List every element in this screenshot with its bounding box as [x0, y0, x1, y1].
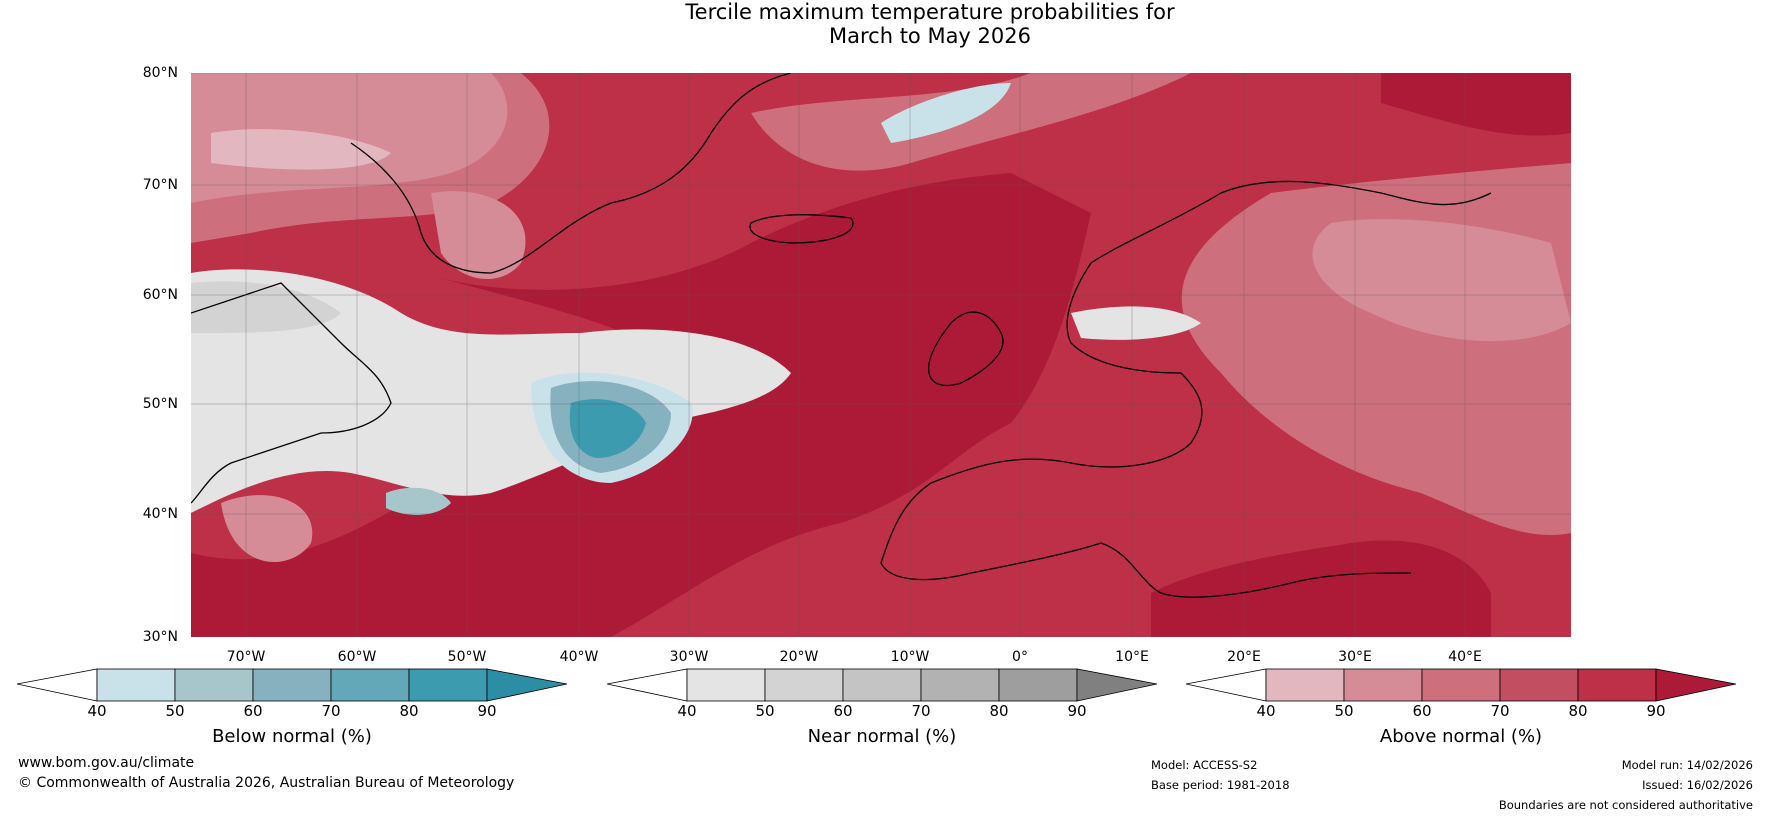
- colorbar-segment: [1499, 668, 1579, 702]
- colorbar-near-normal-ramp: [606, 668, 1158, 702]
- colorbar-segment: [920, 668, 1000, 702]
- map-title: Tercile maximum temperature probabilitie…: [0, 0, 1770, 48]
- base-period: Base period: 1981-2018: [1151, 778, 1290, 792]
- above-60-greenland-interior: [431, 191, 526, 280]
- latitude-label: 80°N: [142, 65, 178, 81]
- colorbar-segment: [96, 668, 176, 702]
- colorbar-near-normal: 40 50 60 70 80 90 Near normal (%): [606, 668, 1158, 747]
- latitude-label: 60°N: [142, 287, 178, 303]
- coastline-iceland: [749, 214, 854, 244]
- tick-label: 70: [1490, 702, 1510, 720]
- tick-label: 80: [989, 702, 1009, 720]
- colorbar-segment: [252, 668, 332, 702]
- colorbar-segment: [764, 668, 844, 702]
- longitude-label: 10°E: [1115, 649, 1149, 665]
- colorbar-segment: [330, 668, 410, 702]
- tick-label: 40: [1256, 702, 1276, 720]
- latitude-label: 50°N: [142, 396, 178, 412]
- tick-label: 60: [833, 702, 853, 720]
- colorbar-below-normal-ramp: [16, 668, 568, 702]
- probability-map: [191, 73, 1571, 637]
- longitude-label: 70°W: [226, 649, 266, 665]
- disclaimer: Boundaries are not considered authoritat…: [1498, 798, 1753, 812]
- tick-label: 60: [243, 702, 263, 720]
- title-line-1: Tercile maximum temperature probabilitie…: [685, 0, 1175, 24]
- tick-label: 50: [755, 702, 775, 720]
- latitude-label: 30°N: [142, 629, 178, 645]
- colorbar-segment: [174, 668, 254, 702]
- below-normal-south: [386, 487, 451, 515]
- colorbar-extend-low: [606, 668, 688, 702]
- coastline-labrador: [191, 282, 392, 504]
- colorbar-above-normal-ramp: [1185, 668, 1737, 702]
- colorbar-segment: [1343, 668, 1423, 702]
- above-60-greenland: [191, 73, 508, 203]
- longitude-label: 40°E: [1448, 649, 1482, 665]
- colorbar-extend-low: [1185, 668, 1267, 702]
- below-normal-north: [881, 83, 1011, 143]
- coastline-europe: [880, 180, 1492, 598]
- above-70-northsea-band: [751, 73, 1191, 171]
- tick-label: 90: [477, 702, 497, 720]
- colorbar-above-normal: 40 50 60 70 80 90 Above normal (%): [1185, 668, 1737, 747]
- tick-label: 70: [911, 702, 931, 720]
- colorbar-segment: [842, 668, 922, 702]
- colorbar-caption: Below normal (%): [212, 726, 372, 747]
- issued-date: Issued: 16/02/2026: [1642, 778, 1753, 792]
- longitude-label: 0°: [1012, 649, 1028, 665]
- tick-label: 50: [165, 702, 185, 720]
- model-name: Model: ACCESS-S2: [1151, 758, 1258, 772]
- colorbar-segment: [408, 668, 488, 702]
- longitude-label: 10°W: [890, 649, 930, 665]
- colorbar-caption: Above normal (%): [1379, 726, 1543, 747]
- tick-label: 70: [321, 702, 341, 720]
- longitude-label: 50°W: [447, 649, 487, 665]
- above-60-south-patches: [221, 495, 313, 563]
- latitude-label: 70°N: [142, 177, 178, 193]
- coastline-greenland: [350, 73, 792, 274]
- latitude-label: 40°N: [142, 506, 178, 522]
- above-60-europe-patches: [1312, 219, 1571, 342]
- near-normal-baltic: [1071, 306, 1201, 340]
- near-normal-darker: [191, 281, 341, 333]
- copyright: © Commonwealth of Australia 2026, Austra…: [18, 775, 515, 791]
- tick-label: 50: [1334, 702, 1354, 720]
- title-line-2: March to May 2026: [829, 24, 1031, 48]
- tick-label: 90: [1646, 702, 1666, 720]
- colorbar-segment: [1265, 668, 1345, 702]
- model-run: Model run: 14/02/2026: [1621, 758, 1753, 772]
- above-50-greenland: [211, 129, 391, 170]
- near-normal-labrador: [191, 269, 791, 513]
- graticule: [191, 73, 1571, 637]
- longitude-label: 20°W: [779, 649, 819, 665]
- tick-label: 80: [1568, 702, 1588, 720]
- longitude-label: 30°W: [669, 649, 709, 665]
- colorbar-extend-high: [486, 668, 568, 702]
- colorbar-segment: [998, 668, 1078, 702]
- tick-label: 90: [1067, 702, 1087, 720]
- colorbar-below-normal: 40 50 60 70 80 90 Below normal (%): [16, 668, 568, 747]
- colorbar-extend-high: [1076, 668, 1158, 702]
- above-90-northeast: [1381, 73, 1571, 136]
- above-90-mediterranean: [1151, 540, 1491, 637]
- colorbar-extend-low: [16, 668, 98, 702]
- below-normal-core: [569, 399, 646, 458]
- colorbar-segment: [686, 668, 766, 702]
- colorbar-extend-high: [1655, 668, 1737, 702]
- longitude-label: 40°W: [559, 649, 599, 665]
- longitude-label: 60°W: [337, 649, 377, 665]
- colorbar-segment: [1577, 668, 1657, 702]
- longitude-label: 30°E: [1338, 649, 1372, 665]
- longitude-label: 20°E: [1227, 649, 1261, 665]
- tick-label: 60: [1412, 702, 1432, 720]
- colorbar-segment: [1421, 668, 1501, 702]
- colorbar-caption: Near normal (%): [807, 726, 957, 747]
- tick-label: 40: [677, 702, 697, 720]
- website-link[interactable]: www.bom.gov.au/climate: [18, 755, 195, 771]
- tick-label: 40: [87, 702, 107, 720]
- tick-label: 80: [399, 702, 419, 720]
